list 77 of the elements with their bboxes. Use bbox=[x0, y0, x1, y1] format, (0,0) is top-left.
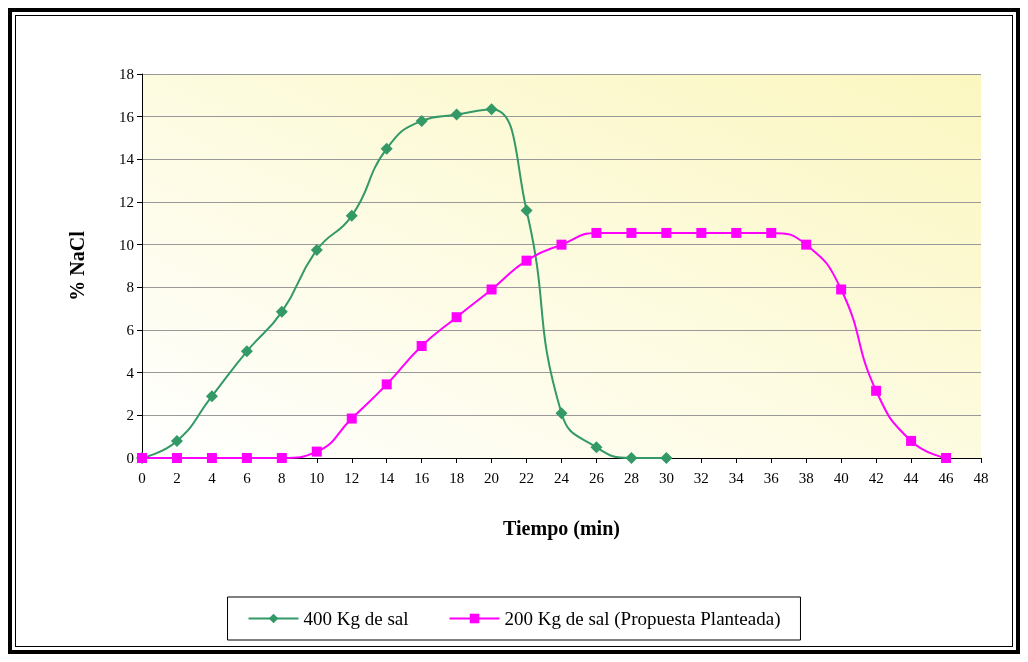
x-tick-label: 14 bbox=[379, 469, 395, 486]
x-tick-label: 44 bbox=[903, 469, 920, 486]
point bbox=[310, 244, 323, 256]
x-tick-label: 28 bbox=[623, 469, 639, 486]
point bbox=[450, 108, 463, 121]
point bbox=[381, 379, 392, 390]
x-tick-label: 18 bbox=[449, 469, 465, 486]
point bbox=[241, 453, 252, 463]
point bbox=[660, 452, 673, 464]
y-tick-label: 18 bbox=[119, 66, 134, 82]
x-tick-label: 12 bbox=[344, 469, 360, 486]
x-axis-title: Tiempo (min) bbox=[503, 517, 620, 540]
point bbox=[451, 312, 462, 323]
x-tick-label: 36 bbox=[763, 469, 780, 486]
x-tick-label: 40 bbox=[833, 469, 849, 486]
point bbox=[556, 239, 567, 250]
point bbox=[485, 103, 498, 116]
y-axis-title: % NaCl bbox=[66, 230, 88, 301]
point bbox=[836, 284, 847, 295]
point bbox=[661, 227, 672, 238]
point bbox=[520, 204, 533, 217]
x-tick-label: 0 bbox=[138, 469, 146, 486]
y-tick-label: 16 bbox=[119, 108, 135, 125]
point bbox=[906, 435, 917, 446]
point bbox=[591, 227, 602, 238]
point bbox=[626, 227, 637, 238]
y-tick-label: 14 bbox=[119, 151, 135, 168]
x-tick-label: 38 bbox=[798, 469, 814, 486]
point bbox=[206, 453, 217, 463]
x-tick-label: 26 bbox=[588, 469, 605, 486]
point bbox=[871, 385, 882, 396]
point bbox=[170, 434, 183, 447]
point bbox=[380, 142, 393, 155]
y-tick-label: 10 bbox=[119, 236, 134, 253]
point bbox=[205, 390, 218, 403]
point bbox=[276, 453, 287, 463]
y-tick-label: 2 bbox=[126, 407, 134, 424]
point bbox=[766, 227, 777, 238]
y-tick-label: 6 bbox=[126, 322, 135, 338]
x-tick-label: 6 bbox=[243, 469, 252, 486]
point bbox=[521, 255, 532, 266]
x-tick-label: 20 bbox=[484, 469, 500, 486]
point bbox=[731, 227, 742, 238]
x-tick-label: 4 bbox=[208, 469, 217, 486]
point bbox=[625, 452, 638, 464]
legend-label: 400 Kg de sal bbox=[303, 608, 409, 629]
x-tick-label: 34 bbox=[728, 469, 745, 486]
point bbox=[346, 413, 357, 424]
x-tick-label: 46 bbox=[938, 469, 955, 486]
point bbox=[590, 441, 603, 454]
x-tick-label: 30 bbox=[658, 469, 674, 486]
point bbox=[801, 239, 812, 250]
x-tick-label: 22 bbox=[519, 469, 535, 486]
point bbox=[555, 407, 568, 420]
point bbox=[486, 284, 497, 295]
x-tick-label: 2 bbox=[173, 469, 181, 486]
x-tick-label: 24 bbox=[554, 469, 570, 486]
y-tick-label: 8 bbox=[126, 279, 134, 296]
point bbox=[240, 345, 253, 358]
point bbox=[941, 453, 952, 463]
point bbox=[416, 341, 427, 351]
y-tick-label: 12 bbox=[119, 194, 134, 210]
x-tick-label: 42 bbox=[868, 469, 884, 486]
point bbox=[696, 227, 707, 238]
point bbox=[275, 305, 288, 318]
point bbox=[311, 446, 322, 457]
x-tick-label: 32 bbox=[693, 469, 709, 486]
x-tick-label: 16 bbox=[414, 469, 430, 486]
x-tick-label: 8 bbox=[278, 469, 286, 486]
x-tick-label: 48 bbox=[973, 469, 989, 486]
y-tick-label: 4 bbox=[126, 364, 135, 381]
y-tick-label: 0 bbox=[126, 450, 134, 466]
point bbox=[171, 453, 182, 463]
point bbox=[345, 209, 358, 222]
x-tick-label: 10 bbox=[309, 469, 325, 486]
legend-label: 200 Kg de sal (Propuesta Planteada) bbox=[504, 608, 781, 630]
point bbox=[415, 114, 428, 127]
